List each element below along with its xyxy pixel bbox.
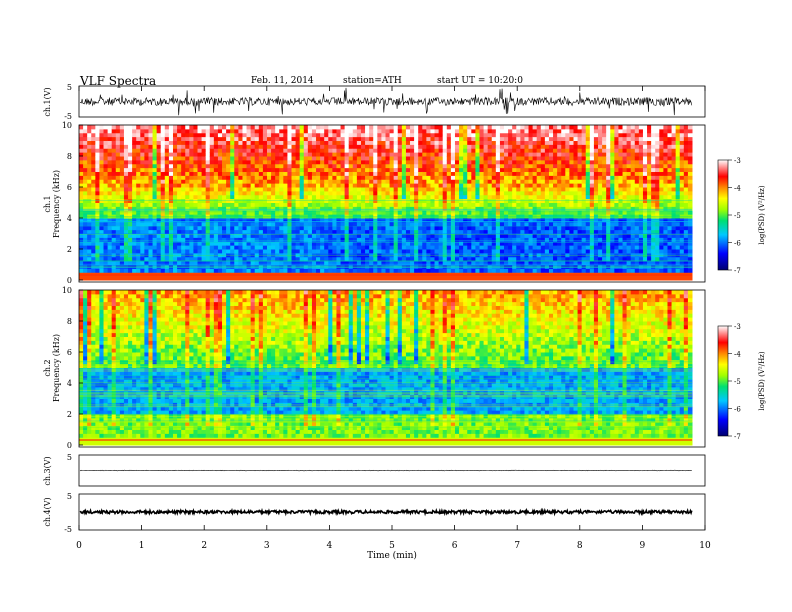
date-label: Feb. 11, 2014 [251, 76, 314, 86]
xtick-label-2: 2 [201, 541, 207, 551]
ytick-label-8: 8 [67, 152, 72, 161]
colorbar-tick--5: -5 [734, 378, 741, 386]
ytick-label-6: 6 [67, 183, 72, 192]
colorbar-tick--6: -6 [734, 240, 741, 248]
ch1-ytick-bottom: -5 [64, 112, 72, 121]
ch3-ytick-top: 5 [67, 453, 72, 462]
ch1-ytick-top: 5 [67, 83, 72, 92]
colorbar-tick--7: -7 [734, 267, 741, 275]
ch1-waveform-ylabel: ch.1(V) [43, 87, 52, 116]
colorbar-tick--3: -3 [734, 157, 741, 165]
xtick-label-7: 7 [514, 541, 520, 551]
colorbar-label: log(PSD) (V²/Hz) [758, 351, 766, 410]
ch3-waveform-ylabel: ch.3(V) [43, 456, 52, 485]
xtick-label-0: 0 [76, 541, 82, 551]
ch1-spectrogram-heatmap [79, 125, 693, 281]
colorbar-label: log(PSD) (V²/Hz) [758, 185, 766, 244]
xtick-label-5: 5 [389, 541, 395, 551]
ytick-label-0: 0 [67, 276, 72, 285]
ytick-label-10: 10 [62, 286, 72, 295]
xtick-label-8: 8 [577, 541, 583, 551]
ch2-spectrogram-heatmap [79, 290, 693, 446]
xtick-label-9: 9 [640, 541, 646, 551]
xtick-label-1: 1 [139, 541, 145, 551]
ch1-spectrogram-frame [78, 124, 706, 283]
ytick-label-2: 2 [67, 410, 72, 419]
colorbar-tick--3: -3 [734, 323, 741, 331]
ytick-label-0: 0 [67, 441, 72, 450]
ch2-spectrogram-frame [78, 289, 706, 448]
colorbar-tick--6: -6 [734, 406, 741, 414]
ch4-waveform-trace [79, 507, 693, 517]
ch2-frequency-label: Frequency (kHz) [52, 334, 61, 402]
ch4-ytick-top: 5 [67, 492, 72, 501]
colorbar-tick--7: -7 [734, 433, 741, 441]
station-label: station=ATH [343, 76, 402, 86]
ch4-waveform-ylabel: ch.4(V) [43, 497, 52, 526]
ch1-spectrogram-yticks: 0 2 4 6 8 10 [62, 121, 83, 285]
ch2-colorbar: -3 -4 -5 -6 -7 log(PSD) (V²/Hz) [717, 323, 766, 441]
colorbar-tick--5: -5 [734, 212, 741, 220]
start-time-label: start UT = 10:20:0 [437, 76, 523, 86]
xtick-label-6: 6 [452, 541, 458, 551]
time-axis-label: Time (min) [367, 550, 417, 561]
ytick-label-6: 6 [67, 348, 72, 357]
figure-title: VLF Spectra [80, 74, 157, 88]
ch1-colorbar: -3 -4 -5 -6 -7 log(PSD) (V²/Hz) [717, 157, 766, 275]
xtick-label-3: 3 [264, 541, 270, 551]
ytick-label-8: 8 [67, 317, 72, 326]
ch2-channel-label: ch.2 [43, 359, 52, 376]
ch1-frequency-label: Frequency (kHz) [52, 170, 61, 238]
ch1-waveform-trace [79, 87, 693, 116]
xtick-label-10: 10 [699, 541, 711, 551]
ch3-waveform-trace [79, 469, 692, 472]
ytick-label-2: 2 [67, 245, 72, 254]
ytick-label-4: 4 [67, 379, 72, 388]
ch3-waveform-frame [78, 454, 706, 487]
colorbar-tick--4: -4 [734, 351, 741, 359]
ch1-channel-label: ch.1 [43, 195, 52, 212]
ytick-label-10: 10 [62, 121, 72, 130]
ytick-label-4: 4 [67, 214, 72, 223]
time-axis-ticks: 0 1 2 3 4 5 6 7 8 9 10 [76, 86, 711, 551]
xtick-label-4: 4 [327, 541, 333, 551]
ch2-spectrogram-yticks: 0 2 4 6 8 10 [62, 286, 83, 450]
colorbar-tick--4: -4 [734, 185, 741, 193]
ch4-ytick-bottom: -5 [64, 525, 72, 534]
